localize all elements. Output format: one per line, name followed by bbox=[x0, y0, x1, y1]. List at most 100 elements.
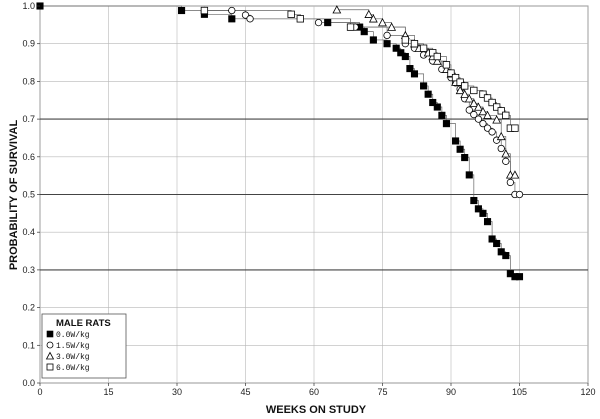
legend-marker bbox=[45, 351, 55, 360]
data-point bbox=[433, 52, 441, 61]
y-tick-label: 0.8 bbox=[22, 76, 35, 86]
data-point bbox=[501, 149, 511, 158]
data-point bbox=[456, 145, 464, 153]
data-point bbox=[474, 205, 482, 213]
x-tick-label: 120 bbox=[580, 387, 595, 397]
data-point bbox=[497, 144, 505, 153]
data-point bbox=[442, 120, 450, 128]
data-point bbox=[515, 190, 524, 199]
series-filled-square bbox=[36, 2, 524, 281]
data-point bbox=[488, 98, 496, 107]
data-point bbox=[488, 235, 496, 243]
data-point bbox=[200, 6, 209, 15]
data-point bbox=[438, 111, 446, 119]
data-point bbox=[392, 44, 400, 52]
data-point bbox=[332, 5, 342, 14]
data-point bbox=[470, 110, 478, 119]
x-axis-title: WEEKS ON STUDY bbox=[266, 404, 367, 416]
legend-box bbox=[41, 313, 127, 379]
data-point bbox=[346, 23, 355, 31]
data-point bbox=[246, 15, 254, 23]
data-point bbox=[296, 15, 304, 23]
data-point bbox=[401, 52, 409, 61]
data-point bbox=[492, 115, 502, 124]
x-tick-label: 105 bbox=[512, 387, 527, 397]
data-point bbox=[483, 94, 492, 102]
data-point bbox=[497, 248, 505, 256]
data-point bbox=[460, 89, 470, 98]
data-point bbox=[469, 98, 479, 107]
data-point bbox=[401, 36, 409, 44]
data-point bbox=[478, 106, 488, 116]
data-point bbox=[383, 40, 391, 48]
y-tick-label: 1.0 bbox=[22, 1, 35, 11]
y-tick-label: 0.3 bbox=[22, 265, 35, 275]
data-point bbox=[479, 119, 487, 128]
x-tick-label: 0 bbox=[37, 387, 42, 397]
data-point bbox=[383, 31, 391, 40]
x-tick-label: 75 bbox=[377, 387, 387, 397]
series-open-square bbox=[200, 6, 519, 132]
data-point bbox=[368, 14, 378, 23]
x-tick-label: 15 bbox=[103, 387, 113, 397]
x-tick-label: 90 bbox=[446, 387, 456, 397]
data-point bbox=[378, 17, 387, 27]
data-point bbox=[461, 154, 469, 162]
data-point bbox=[502, 157, 510, 165]
x-tick-label: 45 bbox=[240, 387, 250, 397]
legend: MALE RATS 0.0W/kg 1.5W/kg 3.0W/kg 6.0W/kg bbox=[41, 313, 127, 379]
data-point bbox=[461, 82, 469, 90]
data-point bbox=[493, 103, 501, 111]
data-point bbox=[287, 10, 295, 18]
data-point bbox=[483, 218, 492, 226]
data-point bbox=[465, 106, 473, 114]
data-point bbox=[419, 44, 428, 52]
data-point bbox=[456, 78, 464, 86]
data-point bbox=[452, 137, 460, 145]
data-point bbox=[496, 131, 506, 141]
legend-title: MALE RATS bbox=[56, 318, 111, 329]
data-point bbox=[429, 98, 437, 107]
data-point bbox=[314, 18, 323, 27]
data-point bbox=[455, 85, 465, 95]
data-point bbox=[442, 61, 451, 69]
legend-label: 0.0W/kg bbox=[56, 331, 90, 340]
data-point bbox=[433, 103, 441, 111]
data-point bbox=[410, 70, 419, 78]
y-tick-label: 0.5 bbox=[22, 190, 35, 200]
legend-marker bbox=[46, 341, 54, 349]
data-point bbox=[364, 9, 374, 18]
data-point bbox=[178, 6, 186, 15]
data-point bbox=[324, 19, 332, 27]
data-point bbox=[470, 196, 478, 205]
survival-step-lines bbox=[40, 5, 520, 278]
data-point bbox=[447, 69, 455, 77]
data-point bbox=[488, 128, 496, 136]
data-point bbox=[410, 40, 419, 48]
y-tick-label: 0.4 bbox=[22, 227, 35, 237]
x-tick-label: 30 bbox=[172, 387, 182, 397]
legend-entry: 6.0W/kg bbox=[46, 363, 90, 373]
data-point bbox=[506, 178, 515, 187]
legend-entry: 0.0W/kg bbox=[46, 330, 90, 340]
legend-marker bbox=[46, 330, 54, 338]
data-point bbox=[451, 73, 460, 82]
y-tick-label: 0.1 bbox=[22, 340, 35, 350]
data-point bbox=[502, 111, 510, 119]
y-tick-label: 0.0 bbox=[22, 378, 35, 388]
data-point bbox=[432, 56, 442, 65]
data-point bbox=[429, 49, 437, 57]
y-tick-label: 0.2 bbox=[22, 303, 35, 313]
data-point bbox=[406, 65, 414, 73]
data-point bbox=[479, 209, 487, 217]
data-point bbox=[511, 124, 519, 132]
legend-label: 3.0W/kg bbox=[56, 353, 90, 362]
data-point bbox=[228, 6, 236, 15]
survival-step-line bbox=[40, 5, 520, 278]
y-axis-title: PROBABILITY OF SURVIVAL bbox=[8, 120, 20, 271]
data-point bbox=[479, 90, 487, 98]
legend-entry: 1.5W/kg bbox=[46, 341, 90, 351]
tick-labels: 0 15 30 45 60 75 90 105 120 0.0 0.1 0.2 0.3 0.4 0.5 0.6… bbox=[22, 1, 595, 397]
data-point bbox=[424, 90, 432, 98]
